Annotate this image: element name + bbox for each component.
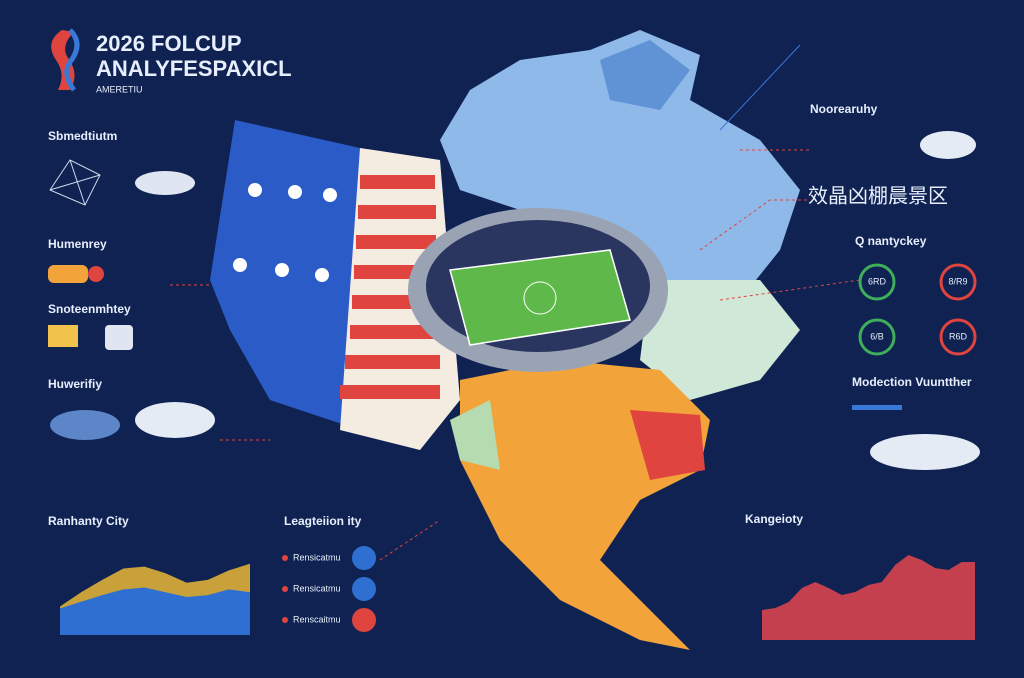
- list-item: Rensicatmu: [293, 583, 341, 593]
- area: [762, 555, 975, 640]
- legend-list: Rensicatmu Rensicatmu Renscaitmu: [282, 546, 376, 632]
- chart-title: Kangeioty: [745, 512, 803, 526]
- region: [450, 400, 500, 470]
- section-title: Q nantyckey: [855, 234, 927, 248]
- chart-title: Ranhanty City: [48, 514, 129, 528]
- icon: [88, 266, 104, 282]
- icon: [48, 265, 88, 283]
- list-item: Rensicatmu: [293, 552, 341, 562]
- icon: [49, 159, 101, 206]
- stat-circle: [939, 318, 977, 356]
- stars: [233, 183, 337, 282]
- section-title: Snoteenmhtey: [48, 302, 131, 316]
- pitch-circle: [523, 281, 557, 315]
- stat-label: 6RD: [868, 276, 887, 286]
- cloud: [870, 434, 980, 470]
- subtitle: AMERETIU: [96, 84, 143, 94]
- stat-label: R6D: [949, 331, 968, 341]
- stat-circle: [939, 263, 977, 301]
- stat-circle: [858, 318, 896, 356]
- title: 2026 FOLCUP: [96, 31, 242, 56]
- logo: [64, 28, 80, 92]
- canada-islands: [600, 40, 690, 110]
- title: ANALYFESPAXICL: [96, 56, 292, 81]
- area: [60, 587, 250, 635]
- stats: 6RD 8/R9 6/B R6D: [858, 263, 977, 356]
- cloud: [50, 410, 120, 440]
- bar-icon: [852, 405, 902, 410]
- highlight-region: [630, 410, 705, 480]
- section-title: Sbmedtiutm: [48, 129, 117, 143]
- bullet: [282, 586, 288, 592]
- heading: 效晶凶棚晨景区: [808, 184, 948, 207]
- right-chart: [762, 555, 975, 640]
- bullet: [282, 555, 288, 561]
- connectors: [170, 149, 861, 561]
- east-region: [640, 280, 800, 400]
- section-title: Noorearuhy: [810, 102, 878, 116]
- bullet: [282, 617, 288, 623]
- canada: [440, 30, 800, 300]
- list-title: Leagteiion ity: [284, 514, 362, 528]
- connector: [719, 44, 801, 131]
- icon: [105, 325, 133, 350]
- stat-label: 6/B: [870, 331, 884, 341]
- list-item: Renscaitmu: [293, 614, 341, 624]
- cloud: [920, 131, 976, 159]
- pitch: [449, 249, 631, 346]
- section-title: Humenrey: [48, 237, 107, 251]
- stat-circle: [858, 263, 896, 301]
- section-title: Modection Vuuntther: [852, 375, 972, 389]
- section-title: Huwerifiy: [48, 377, 102, 391]
- cloud: [135, 171, 195, 195]
- list-icon: [352, 546, 376, 570]
- stat-label: 8/R9: [948, 276, 967, 286]
- list-icon: [352, 608, 376, 632]
- icon: [48, 325, 78, 347]
- cloud: [135, 402, 215, 438]
- left-chart: [60, 563, 250, 635]
- list-icon: [352, 577, 376, 601]
